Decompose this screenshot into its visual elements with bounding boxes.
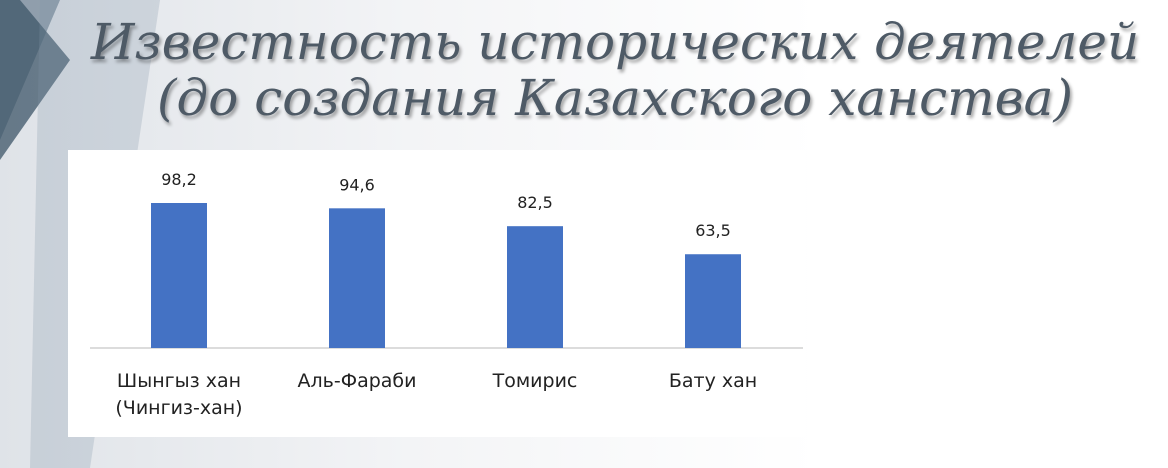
bar [507,226,563,348]
x-tick-label: Шынгыз хан (Чингиз-хан) [115,370,243,419]
bar [329,208,385,348]
value-label: 94,6 [339,175,375,194]
chart-title: Известность исторических деятелей (до со… [90,13,1140,127]
value-label: 63,5 [695,221,731,240]
x-tick-label: Бату хан [668,370,758,392]
value-label: 98,2 [161,170,197,189]
value-label: 82,5 [517,193,553,212]
plot-area: 98,2 94,6 82,5 63,5 Шынгыз хан (Чингиз-хан)… [68,150,805,437]
chart: 98,2 94,6 82,5 63,5 [90,170,803,349]
bar [685,254,741,348]
x-tick-label: Томирис [492,370,578,392]
bar [151,203,207,348]
x-tick-label: Аль-Фараби [297,370,417,392]
